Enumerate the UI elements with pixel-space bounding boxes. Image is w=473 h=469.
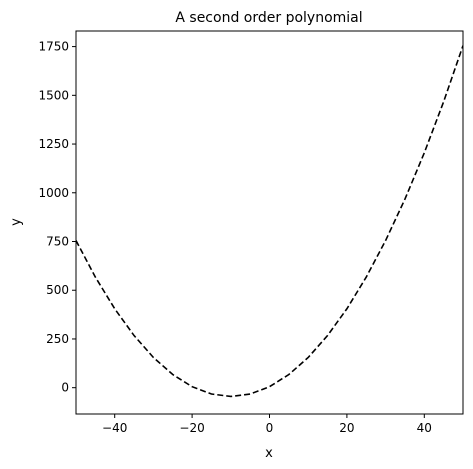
series-line-0: [76, 45, 463, 398]
y-tick-label: 1750: [38, 40, 69, 54]
y-axis-label: y: [9, 218, 24, 226]
axis-ticks: −40 −20 0 20 40 0 250 500 750 1000 1250 1500 1750: [38, 40, 431, 435]
chart-title: A second order polynomial: [175, 10, 362, 26]
y-tick-label: 1000: [38, 186, 69, 200]
y-tick-label: 0: [61, 381, 69, 395]
plot-frame: [75, 30, 464, 415]
plot-area: [76, 45, 463, 398]
x-axis-label: x: [265, 446, 273, 461]
x-tick-label: −40: [102, 421, 127, 435]
x-tick-label: −20: [179, 421, 204, 435]
x-tick-label: 0: [266, 421, 274, 435]
x-tick-label: 40: [417, 421, 432, 435]
y-tick-label: 1500: [38, 88, 69, 102]
y-tick-label: 500: [46, 283, 69, 297]
y-tick-label: 750: [46, 235, 69, 249]
y-tick-label: 1250: [38, 137, 69, 151]
y-tick-label: 250: [46, 332, 69, 346]
x-tick-label: 20: [339, 421, 354, 435]
